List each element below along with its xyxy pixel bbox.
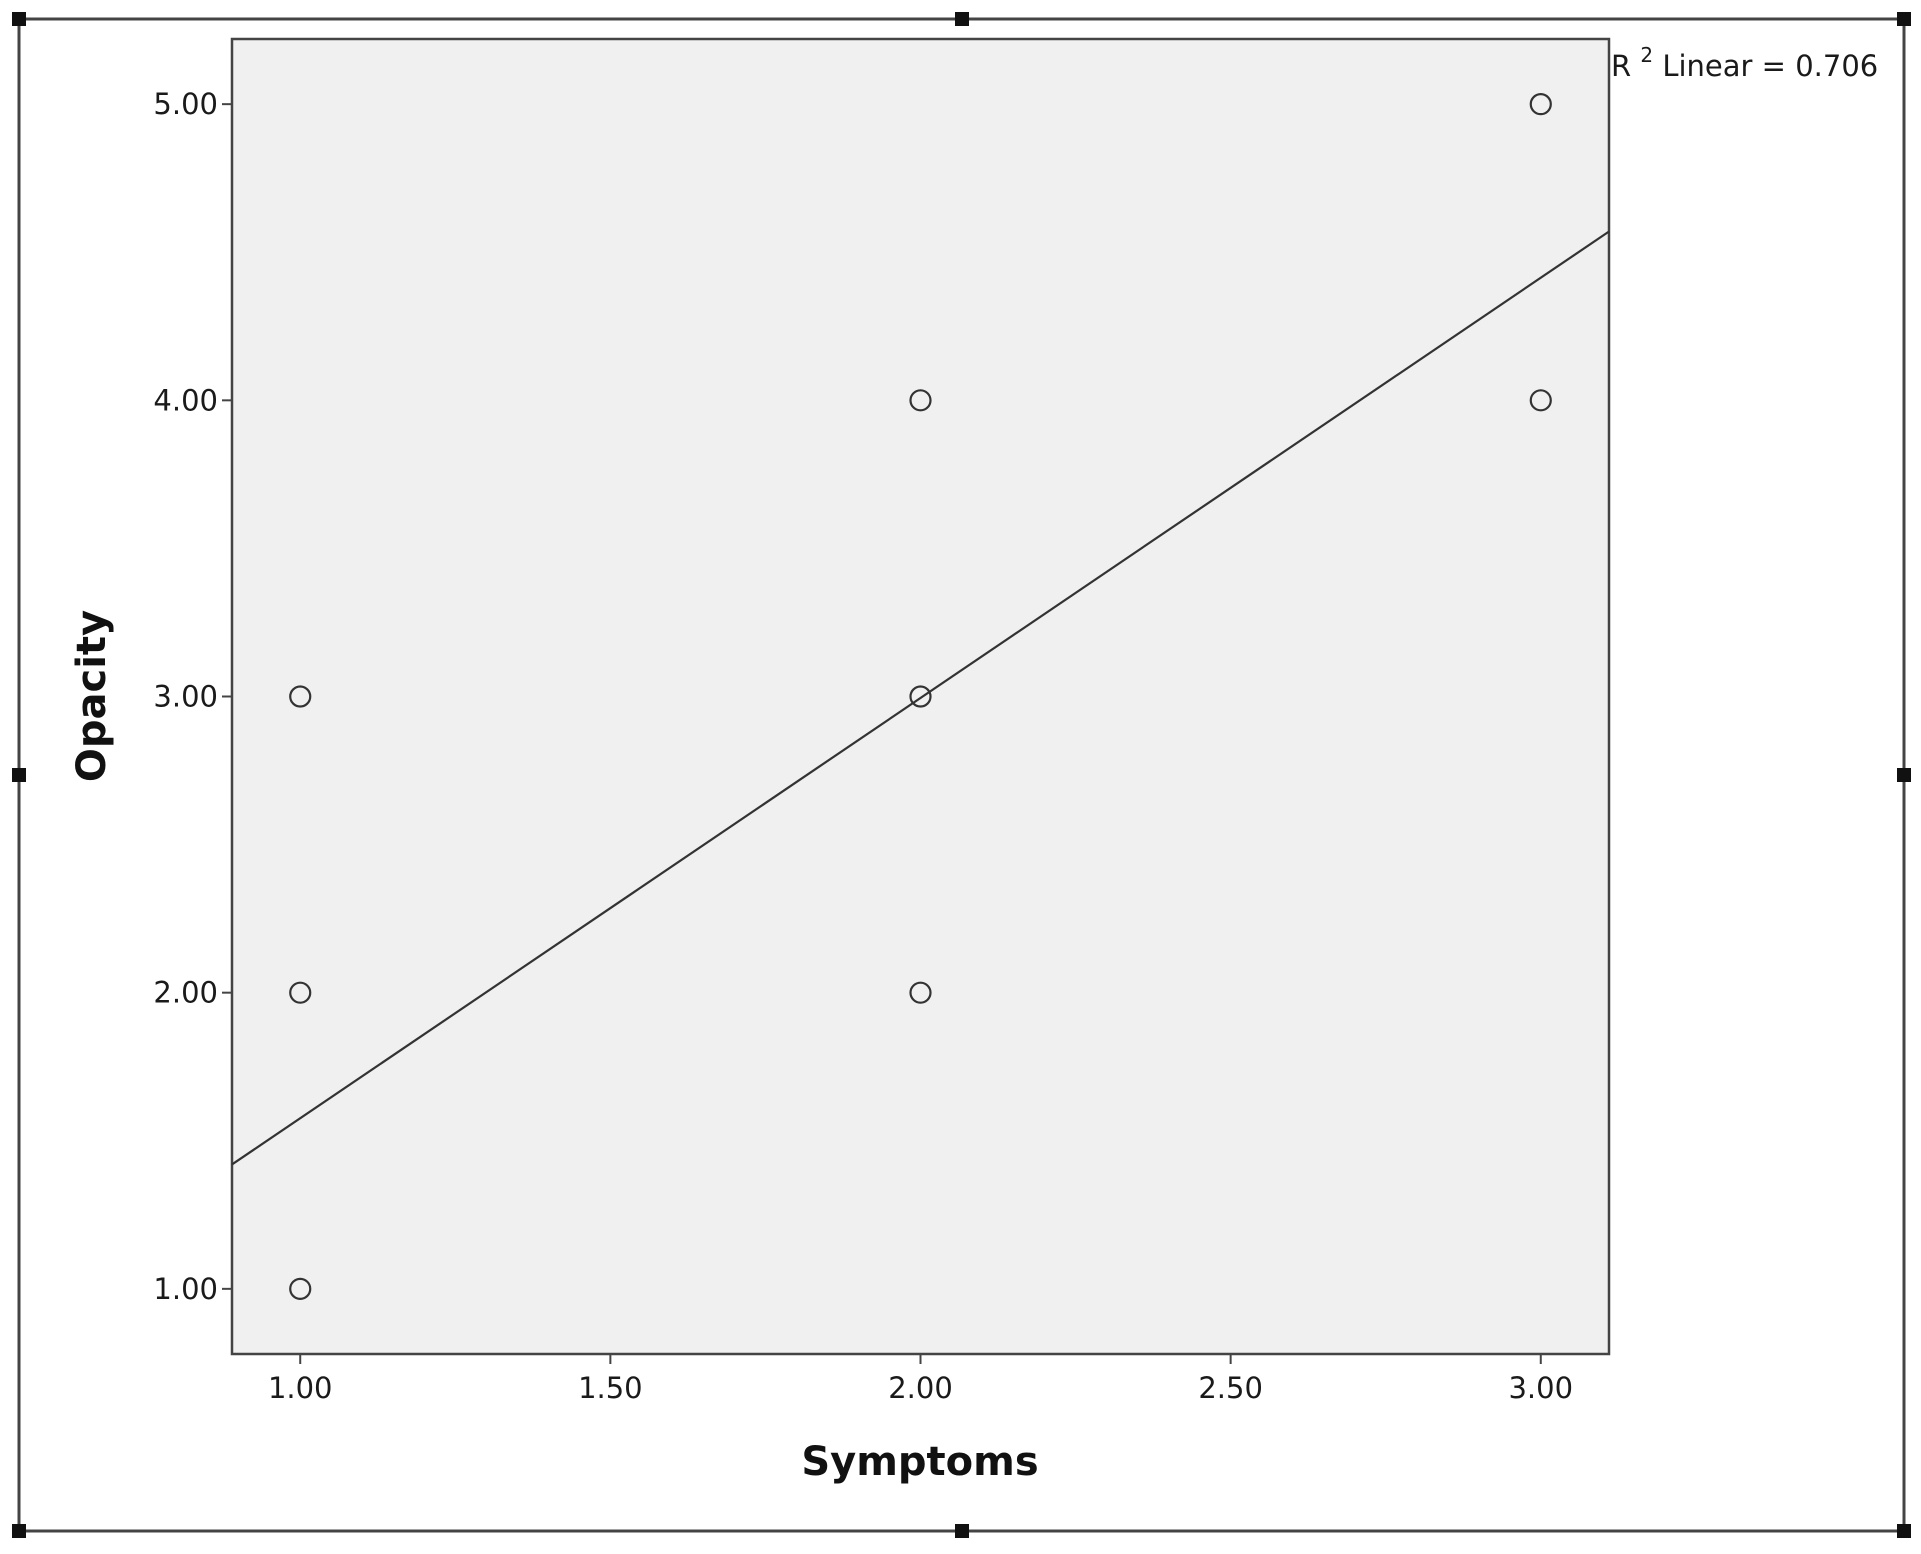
data-point [1529,389,1552,412]
data-point [289,981,312,1004]
resize-handles[interactable] [12,12,1911,1538]
points-layer [289,93,1552,1300]
r-squared-base: R [1611,49,1631,83]
data-point [909,981,932,1004]
x-tick-label: 2.50 [1198,1371,1263,1405]
x-tick-label: 1.50 [578,1371,643,1405]
x-tick-label: 1.00 [268,1371,333,1405]
data-point [289,1277,312,1300]
resize-handle-top-center[interactable] [955,12,969,26]
y-axis: 1.00 2.00 3.00 4.00 5.00 [153,87,232,1306]
resize-handle-middle-left[interactable] [12,768,26,782]
resize-handle-bottom-center[interactable] [955,1524,969,1538]
y-tick-label: 2.00 [153,976,218,1010]
x-axis: 1.00 1.50 2.00 2.50 3.00 [268,1354,1573,1405]
resize-handle-bottom-left[interactable] [12,1524,26,1538]
y-tick-label: 1.00 [153,1272,218,1306]
fit-line-layer [231,230,1610,1166]
data-point [1529,93,1552,116]
plot-area [230,37,1611,1356]
r-squared-superscript: 2 [1640,43,1653,67]
y-axis-title: Opacity [69,610,115,782]
x-tick-label: 3.00 [1508,1371,1573,1405]
x-axis-title: Symptoms [801,1439,1038,1485]
r-squared-rest: Linear = 0.706 [1662,49,1878,83]
r-squared-annotation: R 2 Linear = 0.706 [1611,35,1878,83]
regression-line [231,230,1610,1166]
data-point [909,389,932,412]
data-point [289,685,312,708]
resize-handle-middle-right[interactable] [1897,768,1911,782]
resize-handle-bottom-right[interactable] [1897,1524,1911,1538]
x-tick-label: 2.00 [888,1371,953,1405]
y-tick-label: 4.00 [153,383,218,417]
y-tick-label: 3.00 [153,680,218,714]
data-point [909,685,932,708]
y-tick-label: 5.00 [153,87,218,121]
resize-handle-top-right[interactable] [1897,12,1911,26]
resize-handle-top-left[interactable] [12,12,26,26]
